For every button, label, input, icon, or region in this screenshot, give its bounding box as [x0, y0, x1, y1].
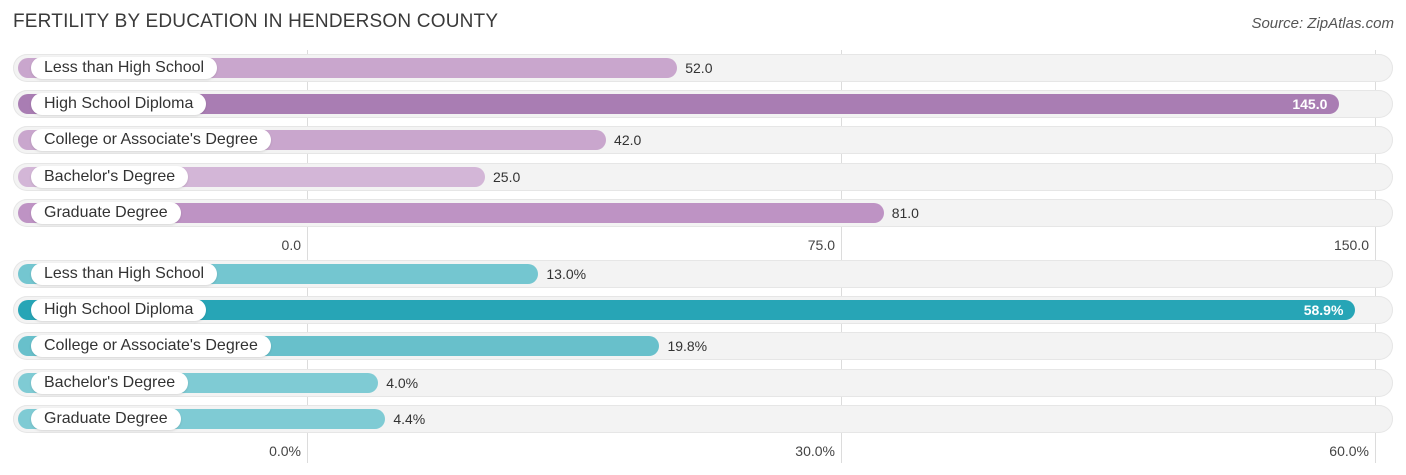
- bar[interactable]: [18, 300, 1356, 320]
- category-label: High School Diploma: [31, 93, 207, 115]
- value-label: 19.8%: [667, 338, 708, 354]
- value-label: 13.0%: [546, 266, 587, 282]
- value-label: 25.0: [493, 169, 521, 185]
- category-label: High School Diploma: [31, 299, 207, 321]
- value-label: 81.0: [891, 205, 919, 221]
- category-label: Graduate Degree: [31, 202, 181, 224]
- category-label: Bachelor's Degree: [31, 166, 189, 188]
- axis-tick-label: 0.0: [281, 237, 301, 253]
- value-label: 4.0%: [386, 375, 419, 391]
- category-label: Less than High School: [31, 57, 218, 79]
- category-label: College or Associate's Degree: [31, 129, 271, 151]
- bar[interactable]: [18, 94, 1340, 114]
- axis-tick-label: 75.0: [807, 237, 835, 253]
- value-label: 58.9%: [1303, 302, 1344, 318]
- axis-tick-label: 30.0%: [795, 443, 835, 459]
- axis-tick-label: 150.0: [1333, 237, 1369, 253]
- axis-tick-label: 60.0%: [1329, 443, 1369, 459]
- value-label: 52.0: [685, 60, 713, 76]
- value-label: 42.0: [614, 132, 642, 148]
- category-label: Graduate Degree: [31, 408, 181, 430]
- source-note: Source: ZipAtlas.com: [1251, 15, 1394, 32]
- axis-tick-label: 0.0%: [269, 443, 301, 459]
- value-label: 145.0: [1292, 96, 1328, 112]
- bar[interactable]: [18, 203, 884, 223]
- category-label: College or Associate's Degree: [31, 335, 271, 357]
- chart-title: FERTILITY BY EDUCATION IN HENDERSON COUN…: [13, 11, 499, 32]
- value-label: 4.4%: [393, 411, 426, 427]
- category-label: Less than High School: [31, 263, 218, 285]
- category-label: Bachelor's Degree: [31, 372, 189, 394]
